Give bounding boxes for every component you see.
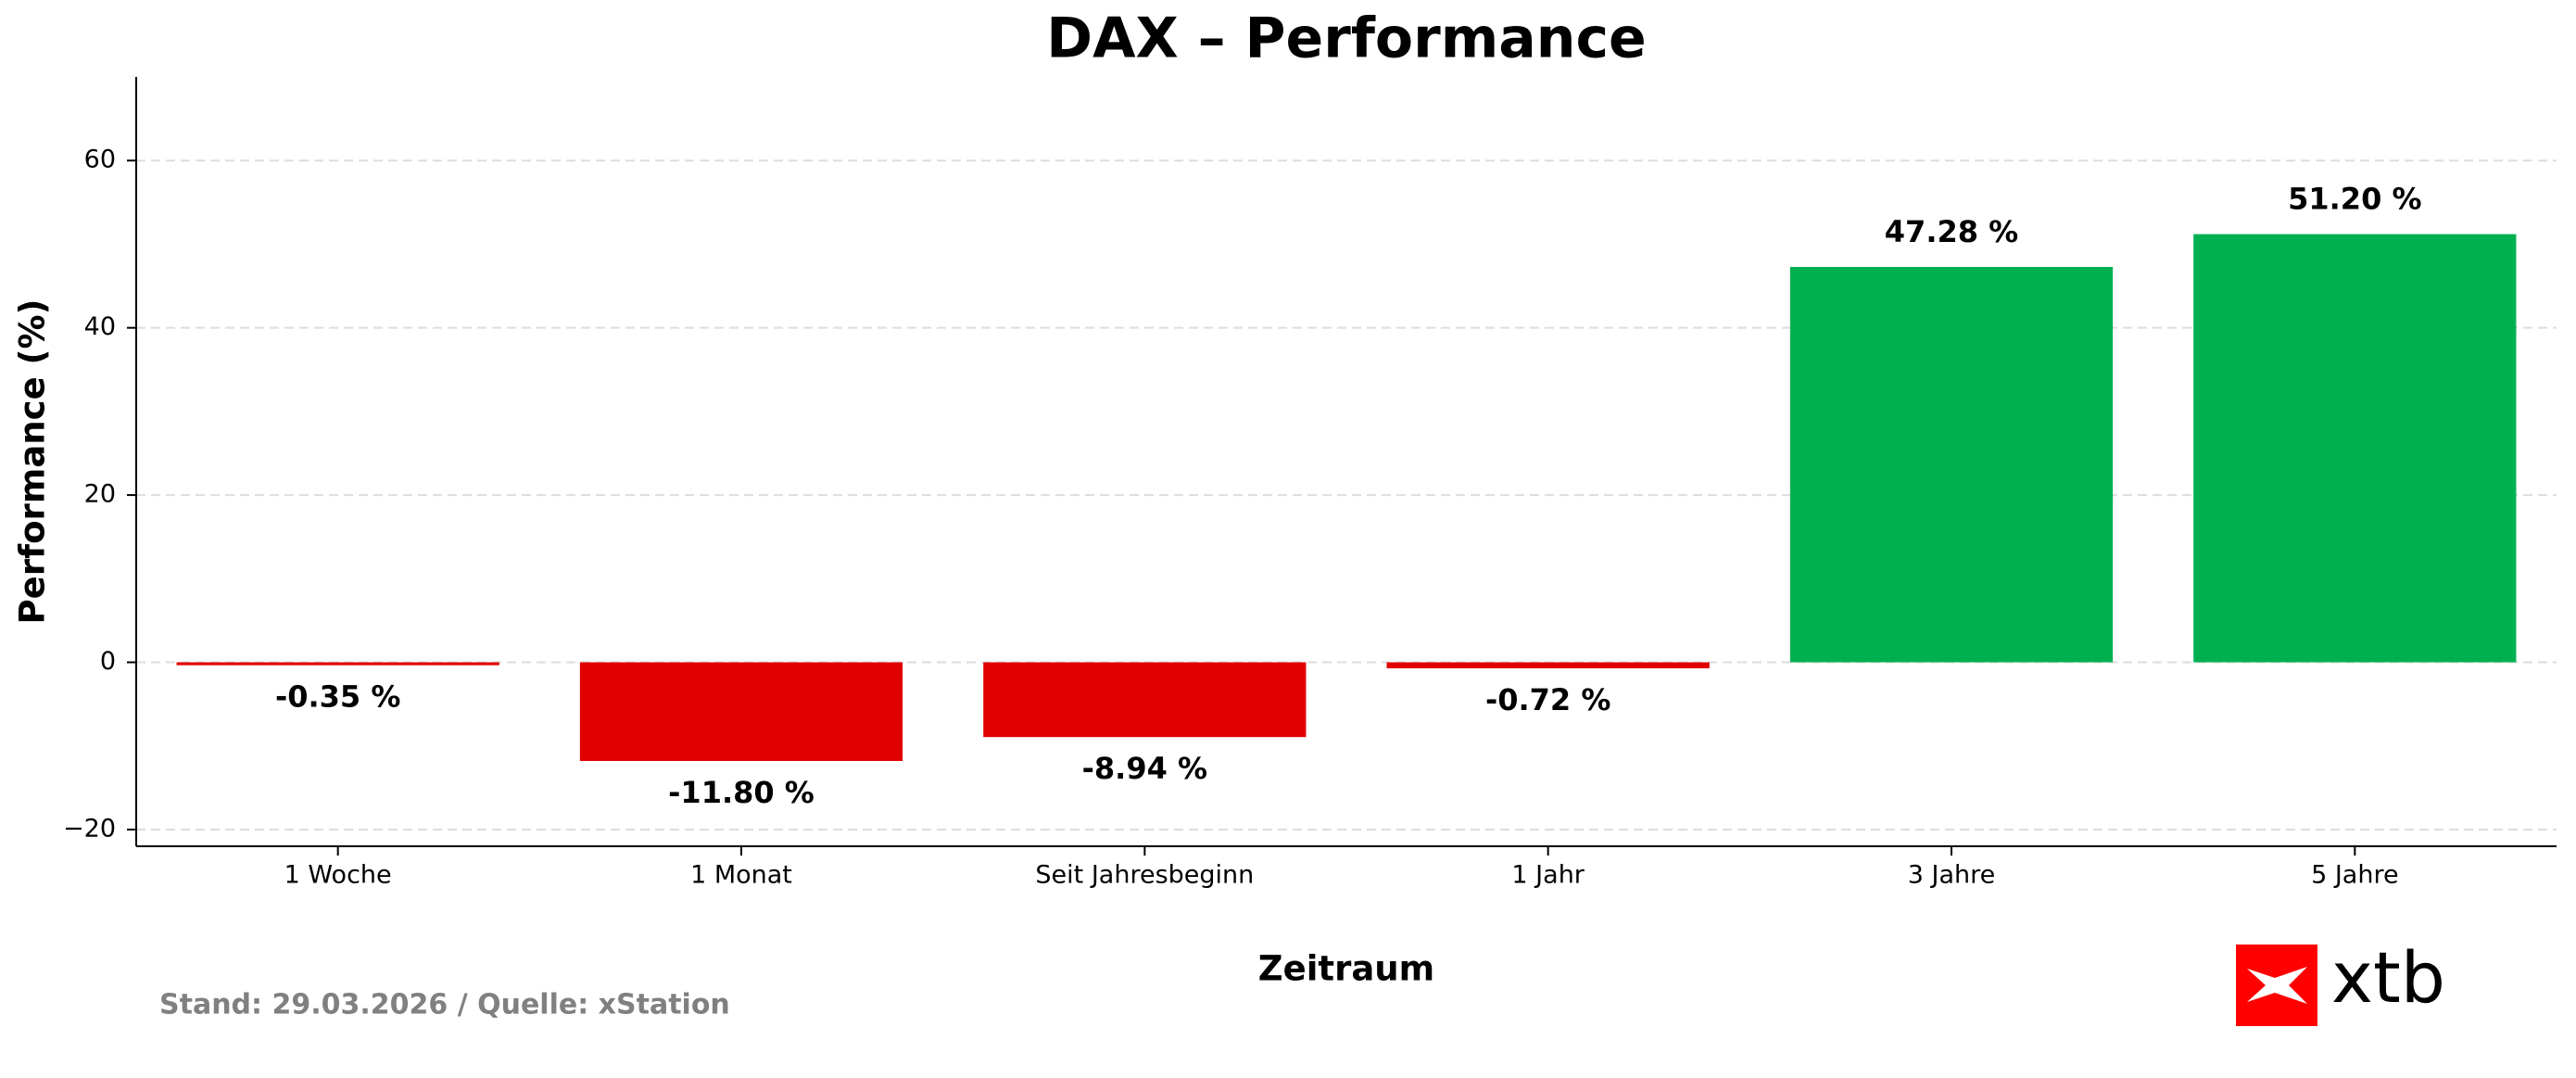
x-tick-label: 1 Woche (284, 861, 392, 890)
x-tick-label: 1 Jahr (1511, 861, 1585, 890)
value-label: -0.35 % (275, 679, 400, 715)
logo-icon (2247, 967, 2307, 1004)
logo-text: xtb (2331, 936, 2445, 1019)
bar (1386, 662, 1710, 669)
bar (2193, 234, 2517, 663)
value-label: -8.94 % (1082, 751, 1207, 786)
x-tick-label: Seit Jahresbeginn (1035, 861, 1254, 890)
footer: Stand: 29.03.2026 / Quelle: xStation (159, 989, 730, 1021)
bar (579, 662, 903, 761)
y-tick-label: 40 (84, 312, 116, 341)
value-label: 47.28 % (1885, 214, 2018, 249)
value-label: -0.72 % (1485, 682, 1610, 717)
value-label: -11.80 % (668, 775, 814, 810)
value-label: 51.20 % (2288, 182, 2421, 217)
chart-title: DAX – Performance (1046, 6, 1646, 71)
x-axis-label: Zeitraum (1258, 949, 1434, 989)
x-tick-label: 1 Monat (690, 861, 792, 890)
y-tick-label: 0 (100, 647, 116, 676)
bar (1789, 266, 2114, 663)
logo: xtb (2236, 936, 2445, 1026)
y-tick-label: −20 (63, 814, 116, 843)
x-tick-label: 3 Jahre (1908, 861, 1996, 890)
y-tick-label: 20 (84, 480, 116, 509)
x-tick-label: 5 Jahre (2311, 861, 2399, 890)
bar (983, 662, 1307, 738)
y-axis-label: Performance (%) (13, 299, 53, 625)
y-tick-label: 60 (84, 146, 116, 174)
bar (176, 662, 499, 666)
